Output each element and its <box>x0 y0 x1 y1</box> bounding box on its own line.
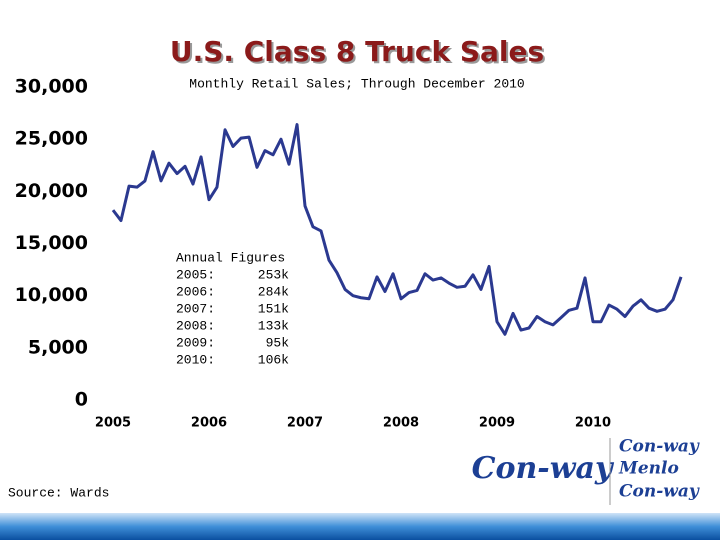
x-tick-label: 2006 <box>191 416 227 431</box>
annual-year: 2009: <box>176 335 215 350</box>
annual-value: 106k <box>258 352 289 367</box>
title-shadow: U.S. Class 8 Truck Sales <box>172 37 546 70</box>
y-tick-label: 15,000 <box>15 232 88 254</box>
footer-stripe <box>0 513 720 540</box>
y-tick-label: 25,000 <box>15 128 88 150</box>
y-tick-label: 10,000 <box>15 284 88 306</box>
annual-title: Annual Figures <box>176 250 285 265</box>
y-tick-label: 0 <box>75 389 88 411</box>
annual-value: 133k <box>258 318 289 333</box>
x-tick-label: 2005 <box>95 416 131 431</box>
chart-subtitle: Monthly Retail Sales; Through December 2… <box>189 76 524 91</box>
logo: Con-way <box>619 437 700 457</box>
logo: Con-way <box>619 482 700 502</box>
x-tick-label: 2007 <box>287 416 323 431</box>
logo: Menlo <box>618 459 679 479</box>
annual-year: 2010: <box>176 352 215 367</box>
chart-title: U.S. Class 8 Truck Sales <box>170 35 544 68</box>
annual-year: 2008: <box>176 318 215 333</box>
annual-year: 2005: <box>176 267 215 282</box>
y-tick-label: 5,000 <box>28 336 88 358</box>
x-tick-label: 2010 <box>575 416 611 431</box>
logo-main: Con-way <box>472 451 615 486</box>
y-tick-label: 20,000 <box>15 180 88 202</box>
x-tick-label: 2008 <box>383 416 419 431</box>
y-tick-label: 30,000 <box>15 76 88 98</box>
annual-year: 2006: <box>176 284 215 299</box>
annual-year: 2007: <box>176 301 215 316</box>
annual-value: 253k <box>258 267 289 282</box>
annual-value: 95k <box>266 335 290 350</box>
source: Source: Wards <box>8 485 109 500</box>
x-tick-label: 2009 <box>479 416 515 431</box>
line-series <box>111 123 683 336</box>
annual-value: 284k <box>258 284 289 299</box>
annual-value: 151k <box>258 301 289 316</box>
plot: 0 5,000 10,000 15,000 20,000 25,000 30,000 2005… <box>15 76 683 431</box>
